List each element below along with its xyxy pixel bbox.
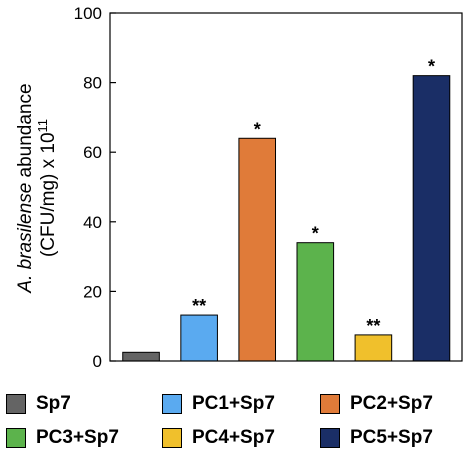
y-tick-label: 100 — [74, 4, 102, 23]
legend-item: PC2+Sp7 — [320, 392, 433, 416]
y-tick-label: 20 — [83, 282, 102, 301]
significance-label: ** — [366, 316, 380, 336]
significance-label: * — [254, 119, 261, 139]
bar-chart: A. brasilense abundance (CFU/mg) x 1011 … — [15, 4, 463, 371]
legend-swatch — [6, 394, 26, 414]
y-tick-label: 80 — [83, 74, 102, 93]
legend-label: PC5+Sp7 — [350, 427, 433, 448]
legend-item: PC4+Sp7 — [162, 426, 275, 450]
legend-label: PC4+Sp7 — [192, 427, 275, 448]
bar-pc4-sp7 — [354, 334, 393, 362]
legend-item: PC1+Sp7 — [162, 392, 275, 416]
significance-label: * — [312, 224, 319, 244]
legend-item: PC5+Sp7 — [320, 426, 433, 450]
plot-frame — [109, 12, 463, 362]
legend-swatch — [320, 428, 340, 448]
legend-swatch — [320, 394, 340, 414]
bar-sp7 — [122, 351, 160, 362]
y-tick-label: 60 — [83, 143, 102, 162]
legend-swatch — [6, 428, 26, 448]
legend-label: PC3+Sp7 — [36, 427, 119, 448]
significance-label: * — [428, 57, 435, 77]
legend-label: Sp7 — [36, 393, 71, 414]
bar-pc3-sp7 — [296, 242, 335, 362]
bar-pc5-sp7 — [412, 75, 451, 362]
significance-label: ** — [192, 296, 206, 316]
y-tick-label: 40 — [83, 213, 102, 232]
y-axis-label-line1: A. brasilense abundance — [15, 83, 36, 293]
legend: Sp7 PC1+Sp7 PC2+Sp7 PC3+Sp7 PC4+Sp7 PC5+Sp7 — [0, 378, 468, 455]
legend-label: PC1+Sp7 — [192, 393, 275, 414]
y-axis-label-line2: (CFU/mg) x 1011 — [35, 119, 59, 257]
bar-pc2-sp7 — [238, 137, 277, 362]
bar-pc1-sp7 — [180, 314, 218, 362]
legend-item: Sp7 — [6, 392, 71, 416]
legend-swatch — [162, 394, 182, 414]
legend-swatch — [162, 428, 182, 448]
legend-label: PC2+Sp7 — [350, 393, 433, 414]
legend-item: PC3+Sp7 — [6, 426, 119, 450]
y-axis-label: A. brasilense abundance (CFU/mg) x 1011 — [15, 83, 59, 293]
y-tick-label: 0 — [93, 352, 102, 371]
